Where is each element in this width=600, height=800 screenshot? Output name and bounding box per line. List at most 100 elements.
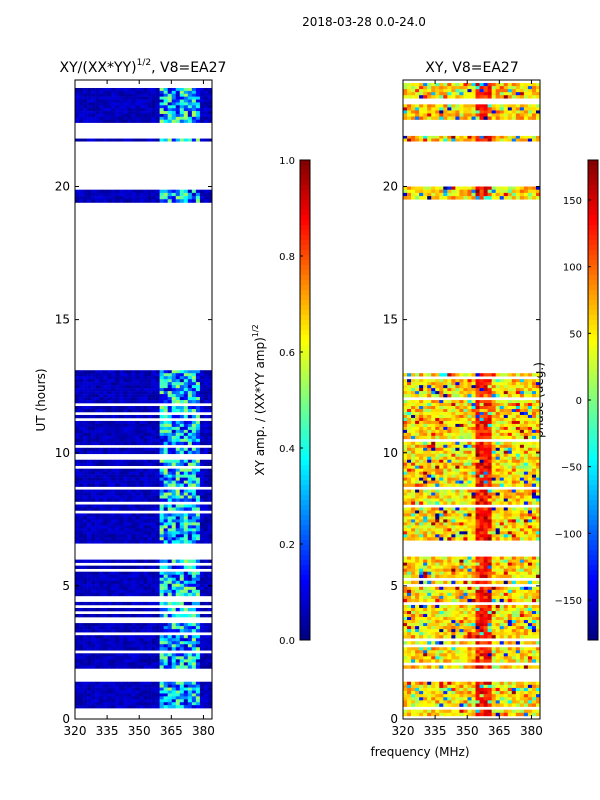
left-heatmap-cell xyxy=(95,580,100,585)
left-heatmap-cell xyxy=(111,513,116,517)
left-heatmap-cell xyxy=(91,629,96,633)
left-heatmap-cell xyxy=(79,641,84,645)
left-heatmap-cell xyxy=(127,90,132,95)
left-heatmap-cell xyxy=(183,379,189,383)
left-heatmap-cell xyxy=(183,394,189,398)
left-heatmap-cell xyxy=(163,659,168,663)
left-heatmap-cell xyxy=(99,432,104,437)
right-heatmap-cell xyxy=(523,709,529,714)
left-heatmap-cell xyxy=(147,373,152,377)
left-heatmap-cell xyxy=(103,119,108,123)
right-heatmap-cell xyxy=(443,712,448,717)
right-heatmap-cell xyxy=(467,626,472,630)
left-heatmap-cell xyxy=(119,589,124,594)
left-heatmap-cell xyxy=(187,382,193,386)
left-heatmap-cell xyxy=(135,119,140,123)
right-heatmap-cell xyxy=(515,656,521,660)
left-heatmap-cell xyxy=(187,705,193,709)
left-heatmap-cell xyxy=(119,702,124,706)
right-heatmap-cell xyxy=(443,626,448,630)
left-heatmap-cell xyxy=(91,382,96,386)
left-heatmap-cell xyxy=(155,420,160,425)
left-heatmap-cell xyxy=(107,626,112,630)
right-heatmap-cell xyxy=(523,632,529,636)
left-heatmap-cell xyxy=(151,705,156,709)
left-heatmap-cell xyxy=(163,189,168,194)
right-heatmap-cell xyxy=(483,712,488,717)
right-heatmap-cell xyxy=(467,623,472,627)
left-heatmap-cell xyxy=(103,108,108,112)
left-heatmap-cell xyxy=(119,99,124,103)
right-heatmap-cell xyxy=(439,385,444,389)
right-heatmap-cell xyxy=(503,620,509,624)
left-heatmap-cell xyxy=(83,397,88,401)
right-heatmap-cell xyxy=(471,574,476,579)
right-heatmap-cell xyxy=(431,604,436,609)
left-heatmap-cell xyxy=(163,693,168,697)
left-heatmap-cell xyxy=(111,468,116,472)
left-heatmap-cell xyxy=(119,435,124,440)
left-heatmap-cell xyxy=(107,370,112,374)
left-heatmap-cell xyxy=(155,400,160,404)
right-heatmap-cell xyxy=(451,565,456,569)
right-heatmap-cell xyxy=(427,568,432,572)
left-heatmap-cell xyxy=(147,435,152,440)
left-heatmap-cell xyxy=(203,394,209,398)
left-heatmap-cell xyxy=(159,626,164,630)
right-heatmap-cell xyxy=(515,659,521,663)
left-heatmap-cell xyxy=(127,528,132,532)
right-heatmap-cell xyxy=(435,388,440,392)
right-heatmap-cell xyxy=(419,565,424,569)
left-heatmap-cell xyxy=(199,592,205,597)
right-heatmap-cell xyxy=(503,385,509,389)
right-heatmap-cell xyxy=(491,598,496,603)
right-heatmap-cell xyxy=(439,703,444,707)
left-heatmap-cell xyxy=(151,382,156,386)
right-heatmap-cell xyxy=(463,586,468,591)
right-heatmap-cell xyxy=(431,687,436,692)
left-heatmap-cell xyxy=(83,192,88,197)
right-heatmap-cell xyxy=(535,684,541,689)
left-heatmap-cell xyxy=(119,406,124,410)
right-heatmap-cell xyxy=(411,626,416,630)
left-heatmap-cell xyxy=(103,423,108,428)
left-heatmap-cell xyxy=(115,423,120,428)
left-heatmap-cell xyxy=(91,592,96,597)
left-heatmap-cell xyxy=(91,99,96,103)
right-heatmap-cell xyxy=(487,614,492,618)
left-heatmap-cell xyxy=(143,400,148,404)
left-heatmap-cell xyxy=(95,577,100,582)
right-heatmap-cell xyxy=(503,632,509,636)
left-heatmap-cell xyxy=(199,438,205,443)
left-heatmap-cell xyxy=(203,495,209,499)
left-heatmap-cell xyxy=(75,641,80,645)
left-heatmap-cell xyxy=(99,93,104,97)
left-heatmap-cell xyxy=(183,420,189,425)
left-heatmap-cell xyxy=(123,480,128,484)
left-heatmap-cell xyxy=(155,656,160,660)
left-heatmap-cell xyxy=(179,189,185,194)
right-heatmap-cell xyxy=(511,650,517,654)
left-heatmap-cell xyxy=(167,441,173,446)
left-heatmap-cell xyxy=(175,626,181,630)
right-heatmap-cell xyxy=(435,559,440,563)
left-heatmap-cell xyxy=(179,495,185,499)
left-heatmap-cell xyxy=(147,414,152,419)
right-heatmap-cell xyxy=(407,617,412,621)
left-heatmap-cell xyxy=(195,116,201,121)
left-heatmap-cell xyxy=(195,426,201,431)
left-heatmap-cell xyxy=(187,638,193,642)
right-heatmap-cell xyxy=(519,586,525,591)
left-heatmap-cell xyxy=(171,516,177,520)
right-heatmap-cell xyxy=(411,607,416,612)
left-heatmap-cell xyxy=(103,577,108,582)
left-heatmap-cell xyxy=(139,629,144,633)
left-heatmap-cell xyxy=(191,614,197,618)
left-heatmap-cell xyxy=(127,116,132,121)
left-heatmap-cell xyxy=(203,574,209,579)
left-heatmap-cell xyxy=(159,432,164,437)
left-heatmap-cell xyxy=(79,400,84,404)
left-heatmap-cell xyxy=(91,391,96,395)
right-heatmap-cell xyxy=(467,629,472,633)
left-heatmap-cell xyxy=(127,592,132,597)
